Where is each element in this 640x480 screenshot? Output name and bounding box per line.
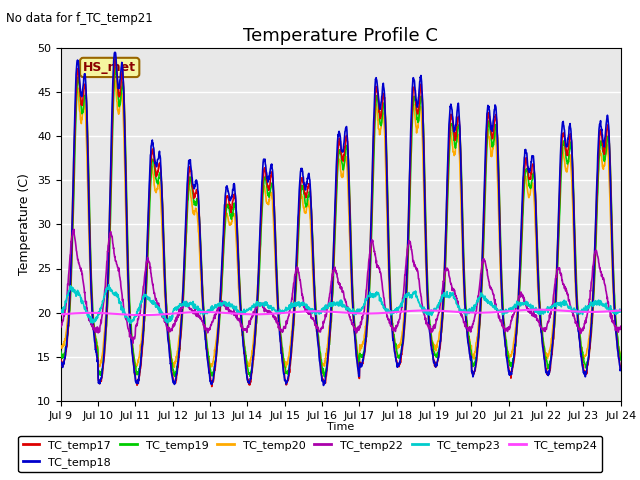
Text: HS_met: HS_met	[83, 61, 136, 74]
TC_temp19	[246, 374, 254, 380]
Line: TC_temp24: TC_temp24	[61, 310, 621, 315]
TC_temp18	[177, 326, 184, 332]
TC_temp17	[289, 332, 296, 338]
TC_temp19	[177, 333, 184, 339]
Line: TC_temp20: TC_temp20	[61, 78, 621, 367]
TC_temp22	[90, 327, 97, 333]
TC_temp18	[440, 285, 447, 290]
TC_temp22	[57, 324, 65, 330]
TC_temp17	[57, 356, 65, 362]
TC_temp22	[129, 340, 137, 346]
TC_temp22	[267, 310, 275, 316]
TC_temp23	[89, 318, 97, 324]
TC_temp17	[267, 172, 275, 178]
Line: TC_temp22: TC_temp22	[61, 229, 621, 343]
TC_temp23	[289, 303, 296, 309]
TC_temp24	[617, 308, 625, 313]
TC_temp17	[617, 366, 625, 372]
TC_temp24	[57, 312, 65, 317]
TC_temp23	[177, 301, 185, 307]
Line: TC_temp23: TC_temp23	[61, 285, 621, 323]
TC_temp24	[89, 310, 97, 316]
TC_temp18	[267, 165, 275, 171]
Legend: TC_temp17, TC_temp18, TC_temp19, TC_temp20, TC_temp22, TC_temp23, TC_temp24: TC_temp17, TC_temp18, TC_temp19, TC_temp…	[19, 436, 602, 472]
TC_temp17	[111, 57, 119, 62]
TC_temp23	[267, 303, 275, 309]
TC_temp20	[177, 320, 184, 325]
TC_temp19	[617, 357, 625, 363]
TC_temp18	[57, 359, 65, 365]
TC_temp22	[70, 227, 77, 232]
TC_temp18	[617, 367, 625, 372]
TC_temp20	[289, 319, 296, 324]
TC_temp18	[285, 362, 293, 368]
TC_temp17	[440, 294, 447, 300]
TC_temp24	[535, 307, 543, 312]
TC_temp22	[286, 307, 294, 313]
TC_temp23	[127, 320, 134, 326]
TC_temp24	[285, 310, 293, 315]
TC_temp20	[617, 354, 625, 360]
TC_temp24	[139, 312, 147, 318]
TC_temp17	[286, 363, 294, 369]
TC_temp19	[112, 65, 120, 71]
TC_temp24	[289, 309, 296, 315]
TC_temp19	[440, 303, 447, 309]
TC_temp23	[105, 282, 113, 288]
TC_temp19	[57, 348, 65, 354]
TC_temp18	[111, 49, 118, 55]
TC_temp19	[267, 185, 275, 191]
TC_temp17	[208, 384, 216, 389]
TC_temp20	[57, 343, 65, 349]
Line: TC_temp18: TC_temp18	[61, 52, 621, 385]
TC_temp23	[286, 305, 294, 311]
Title: Temperature Profile C: Temperature Profile C	[243, 27, 438, 45]
Text: No data for f_TC_temp21: No data for f_TC_temp21	[6, 12, 153, 25]
TC_temp19	[89, 308, 97, 314]
TC_temp17	[89, 313, 97, 319]
TC_temp20	[440, 279, 447, 285]
TC_temp23	[57, 310, 65, 316]
TC_temp20	[286, 344, 294, 349]
TC_temp20	[111, 75, 118, 81]
TC_temp19	[289, 333, 296, 338]
TC_temp24	[267, 311, 275, 317]
TC_temp18	[289, 328, 296, 334]
Line: TC_temp19: TC_temp19	[61, 68, 621, 377]
TC_temp20	[89, 318, 97, 324]
TC_temp20	[282, 364, 290, 370]
X-axis label: Time: Time	[327, 422, 355, 432]
TC_temp18	[89, 322, 97, 327]
TC_temp22	[177, 305, 185, 311]
TC_temp18	[320, 383, 328, 388]
TC_temp22	[289, 289, 296, 295]
Line: TC_temp17: TC_temp17	[61, 60, 621, 386]
TC_temp19	[286, 360, 294, 366]
TC_temp17	[177, 336, 184, 341]
TC_temp24	[440, 308, 447, 314]
TC_temp22	[617, 324, 625, 329]
Y-axis label: Temperature (C): Temperature (C)	[19, 173, 31, 276]
TC_temp23	[617, 308, 625, 314]
TC_temp22	[440, 279, 447, 285]
TC_temp24	[177, 310, 184, 316]
TC_temp20	[267, 190, 275, 196]
TC_temp23	[440, 292, 447, 298]
